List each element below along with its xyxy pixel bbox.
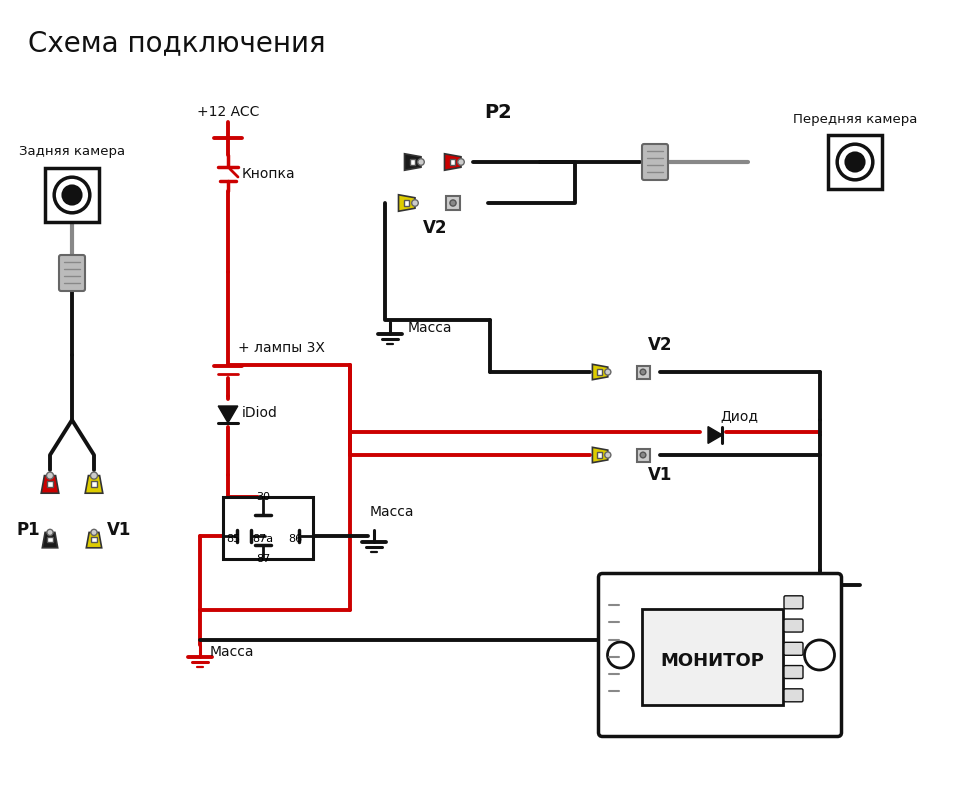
FancyBboxPatch shape <box>636 365 650 378</box>
Circle shape <box>90 472 98 479</box>
Circle shape <box>846 153 864 172</box>
Text: +12 ACC: +12 ACC <box>197 105 259 119</box>
Text: P2: P2 <box>484 102 512 121</box>
Bar <box>449 160 455 164</box>
Circle shape <box>640 369 646 375</box>
FancyBboxPatch shape <box>784 666 803 678</box>
Circle shape <box>640 452 646 458</box>
Circle shape <box>46 472 54 479</box>
Text: 30: 30 <box>256 492 270 502</box>
Polygon shape <box>404 154 421 170</box>
Text: V1: V1 <box>648 466 672 484</box>
Text: 86: 86 <box>288 534 302 544</box>
Bar <box>641 609 782 705</box>
Polygon shape <box>42 532 58 547</box>
Circle shape <box>837 144 873 180</box>
Text: P1: P1 <box>17 521 40 539</box>
Bar <box>410 160 415 164</box>
Bar <box>404 200 409 206</box>
Polygon shape <box>398 195 415 211</box>
Bar <box>91 537 97 543</box>
Polygon shape <box>41 476 59 493</box>
Text: 87а: 87а <box>252 534 274 544</box>
Circle shape <box>804 640 834 670</box>
FancyBboxPatch shape <box>598 574 842 737</box>
Bar <box>47 537 53 543</box>
FancyBboxPatch shape <box>784 596 803 609</box>
Bar <box>223 497 313 559</box>
Circle shape <box>450 200 456 206</box>
FancyBboxPatch shape <box>59 255 85 291</box>
Bar <box>828 135 882 189</box>
Bar <box>91 481 97 487</box>
FancyBboxPatch shape <box>446 196 460 210</box>
Polygon shape <box>708 427 722 444</box>
Polygon shape <box>592 365 608 380</box>
Text: + лампы 3Х: + лампы 3Х <box>238 341 324 355</box>
FancyBboxPatch shape <box>784 642 803 655</box>
Circle shape <box>418 159 424 165</box>
Bar <box>45 168 99 222</box>
Polygon shape <box>86 532 102 547</box>
Circle shape <box>412 200 419 207</box>
Text: Передняя камера: Передняя камера <box>793 113 917 127</box>
Text: V1: V1 <box>107 521 132 539</box>
Text: Масса: Масса <box>210 645 254 659</box>
Bar <box>597 369 602 374</box>
Text: МОНИТОР: МОНИТОР <box>660 652 764 670</box>
FancyBboxPatch shape <box>636 448 650 461</box>
Polygon shape <box>218 406 238 423</box>
Text: Масса: Масса <box>408 321 452 335</box>
Circle shape <box>91 529 97 535</box>
Text: iDiod: iDiod <box>242 406 277 420</box>
FancyBboxPatch shape <box>642 144 668 180</box>
Text: V2: V2 <box>423 219 447 237</box>
Bar <box>47 481 53 487</box>
FancyBboxPatch shape <box>784 619 803 632</box>
Text: Задняя камера: Задняя камера <box>19 145 125 159</box>
Polygon shape <box>444 154 461 170</box>
Circle shape <box>608 642 634 668</box>
Text: V2: V2 <box>648 336 672 354</box>
Polygon shape <box>592 448 608 463</box>
Circle shape <box>62 186 82 204</box>
Text: Схема подключения: Схема подключения <box>28 29 325 57</box>
Text: Масса: Масса <box>370 505 415 519</box>
FancyBboxPatch shape <box>784 689 803 701</box>
Text: Диод: Диод <box>720 409 758 423</box>
Circle shape <box>47 529 53 535</box>
Circle shape <box>605 452 611 458</box>
Circle shape <box>54 177 90 213</box>
Polygon shape <box>85 476 103 493</box>
Text: 85: 85 <box>227 534 241 544</box>
Circle shape <box>605 369 611 375</box>
Circle shape <box>458 159 465 165</box>
Bar <box>597 452 602 457</box>
Text: 87: 87 <box>256 554 270 564</box>
Text: Кнопка: Кнопка <box>242 167 296 181</box>
